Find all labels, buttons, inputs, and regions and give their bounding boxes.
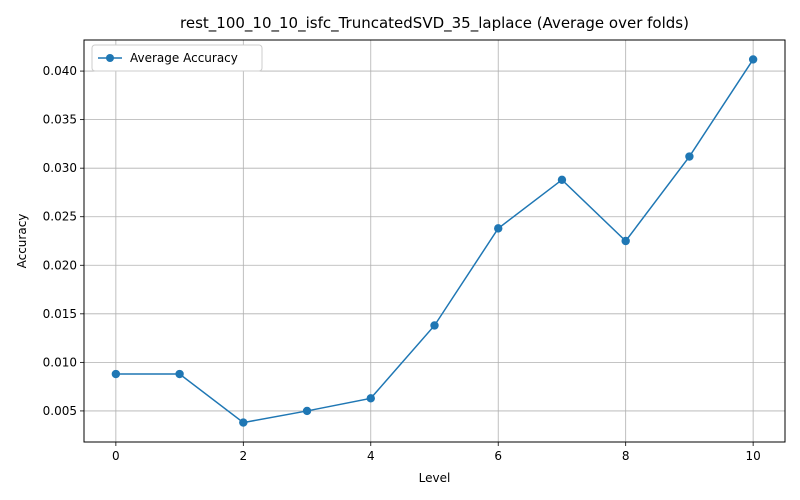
series-layer bbox=[111, 55, 758, 427]
data-point bbox=[175, 369, 184, 379]
y-tick-label: 0.030 bbox=[43, 161, 77, 175]
x-tick-label: 6 bbox=[494, 449, 502, 463]
y-tick-label: 0.020 bbox=[43, 258, 77, 272]
data-point bbox=[621, 236, 630, 246]
legend-box bbox=[91, 44, 263, 72]
data-point bbox=[748, 55, 758, 64]
y-tick-label: 0.015 bbox=[43, 307, 77, 321]
data-point bbox=[430, 321, 439, 330]
legend-entry: Average Accuracy bbox=[130, 51, 238, 65]
y-tick-label: 0.005 bbox=[43, 404, 77, 418]
data-point bbox=[302, 406, 312, 416]
data-point bbox=[366, 394, 375, 403]
x-axis: 0 2 4 6 8 10 bbox=[112, 442, 761, 463]
x-tick-label: 8 bbox=[622, 449, 630, 463]
y-tick-label: 0.040 bbox=[43, 64, 77, 78]
legend-marker bbox=[106, 54, 114, 62]
y-tick-label: 0.010 bbox=[43, 355, 77, 369]
x-tick-label: 0 bbox=[112, 449, 120, 463]
y-tick-label: 0.035 bbox=[43, 113, 77, 127]
data-point bbox=[557, 175, 567, 185]
y-axis: 0.005 0.010 0.015 0.020 0.025 0.030 0.035 0.040 bbox=[43, 64, 84, 418]
y-axis-label: Accuracy bbox=[15, 214, 29, 269]
x-tick-label: 10 bbox=[745, 449, 760, 463]
data-point bbox=[111, 369, 121, 379]
plot-frame bbox=[83, 39, 786, 443]
series-line bbox=[115, 59, 754, 424]
chart-title: rest_100_10_10_isfc_TruncatedSVD_35_lapl… bbox=[180, 14, 689, 33]
y-tick-label: 0.025 bbox=[43, 210, 77, 224]
data-point bbox=[494, 224, 503, 233]
data-point bbox=[239, 418, 248, 427]
grid bbox=[84, 40, 785, 442]
x-axis-label: Level bbox=[419, 471, 451, 485]
x-tick-label: 4 bbox=[367, 449, 375, 463]
legend: Average Accuracy bbox=[91, 44, 263, 72]
x-tick-label: 2 bbox=[239, 449, 247, 463]
data-point bbox=[685, 152, 694, 161]
